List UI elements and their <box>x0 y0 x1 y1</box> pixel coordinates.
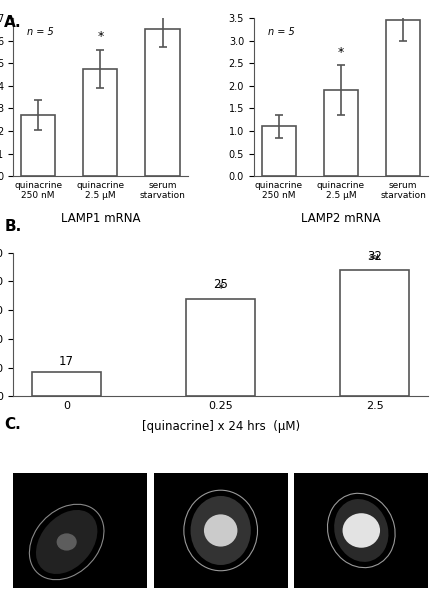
X-axis label: [quinacrine] x 24 hrs  (μM): [quinacrine] x 24 hrs (μM) <box>142 419 300 433</box>
Ellipse shape <box>191 496 251 565</box>
Bar <box>32 372 101 397</box>
Bar <box>262 127 296 176</box>
Ellipse shape <box>204 514 237 547</box>
Bar <box>21 115 55 176</box>
Text: 32: 32 <box>367 250 382 263</box>
X-axis label: LAMP2 mRNA: LAMP2 mRNA <box>301 212 381 224</box>
Bar <box>186 299 255 397</box>
Text: 25: 25 <box>213 278 228 292</box>
Text: A.: A. <box>4 15 22 30</box>
Bar <box>386 20 420 176</box>
Text: n = 5: n = 5 <box>268 28 295 37</box>
X-axis label: LAMP1 mRNA: LAMP1 mRNA <box>61 212 140 224</box>
Text: n = 5: n = 5 <box>27 28 54 37</box>
Ellipse shape <box>36 510 97 574</box>
Bar <box>83 69 118 176</box>
Bar <box>340 270 409 397</box>
Text: *: * <box>97 31 104 43</box>
Text: C.: C. <box>4 417 21 432</box>
Text: **: ** <box>368 253 381 266</box>
Text: *: * <box>218 282 224 295</box>
Text: 17: 17 <box>59 355 74 368</box>
Text: *: * <box>338 46 344 59</box>
Bar <box>146 29 180 176</box>
Ellipse shape <box>334 499 388 562</box>
Ellipse shape <box>343 513 380 548</box>
Text: **: ** <box>156 0 169 5</box>
Ellipse shape <box>57 533 77 551</box>
Bar <box>324 91 358 176</box>
Text: B.: B. <box>4 219 21 234</box>
